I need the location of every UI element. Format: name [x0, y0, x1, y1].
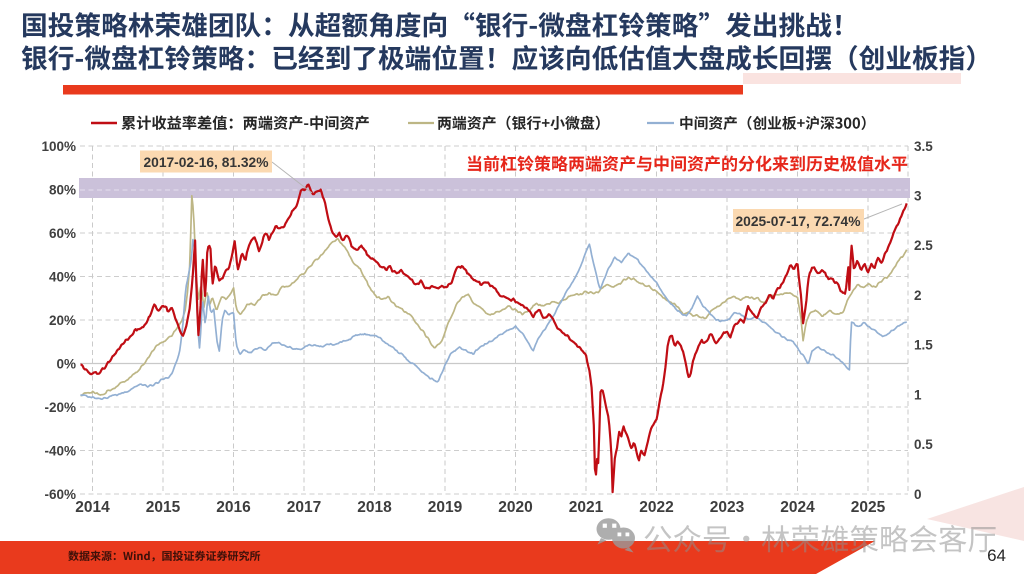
svg-text:2017-02-16, 81.32%: 2017-02-16, 81.32%: [143, 155, 268, 170]
svg-text:-40%: -40%: [44, 443, 76, 458]
svg-text:3.5: 3.5: [914, 139, 933, 154]
svg-text:2018: 2018: [357, 499, 392, 516]
svg-text:-20%: -20%: [44, 400, 76, 415]
svg-text:2025: 2025: [851, 499, 886, 516]
svg-text:2015: 2015: [146, 499, 181, 516]
svg-text:2017: 2017: [287, 499, 321, 516]
svg-text:2023: 2023: [710, 499, 745, 516]
svg-text:2024: 2024: [780, 499, 815, 516]
svg-text:60%: 60%: [49, 226, 76, 241]
svg-text:2019: 2019: [428, 499, 463, 516]
svg-text:2021: 2021: [569, 499, 604, 516]
svg-text:2016: 2016: [216, 499, 251, 516]
svg-text:2020: 2020: [498, 499, 532, 516]
svg-text:100%: 100%: [41, 139, 76, 154]
svg-text:2025-07-17, 72.74%: 2025-07-17, 72.74%: [735, 214, 860, 229]
svg-text:1: 1: [914, 387, 922, 402]
svg-text:2022: 2022: [639, 499, 673, 516]
svg-text:80%: 80%: [49, 182, 76, 197]
svg-text:0%: 0%: [56, 356, 76, 371]
svg-text:-60%: -60%: [44, 487, 76, 502]
svg-text:1.5: 1.5: [914, 338, 933, 353]
svg-text:64: 64: [987, 546, 1006, 565]
svg-text:2.5: 2.5: [914, 238, 933, 253]
svg-text:2014: 2014: [75, 499, 110, 516]
svg-text:3: 3: [914, 189, 922, 204]
svg-text:20%: 20%: [49, 313, 76, 328]
svg-text:0.5: 0.5: [914, 437, 933, 452]
svg-text:40%: 40%: [49, 269, 76, 284]
svg-text:2: 2: [914, 288, 922, 303]
svg-text:0: 0: [914, 487, 922, 502]
